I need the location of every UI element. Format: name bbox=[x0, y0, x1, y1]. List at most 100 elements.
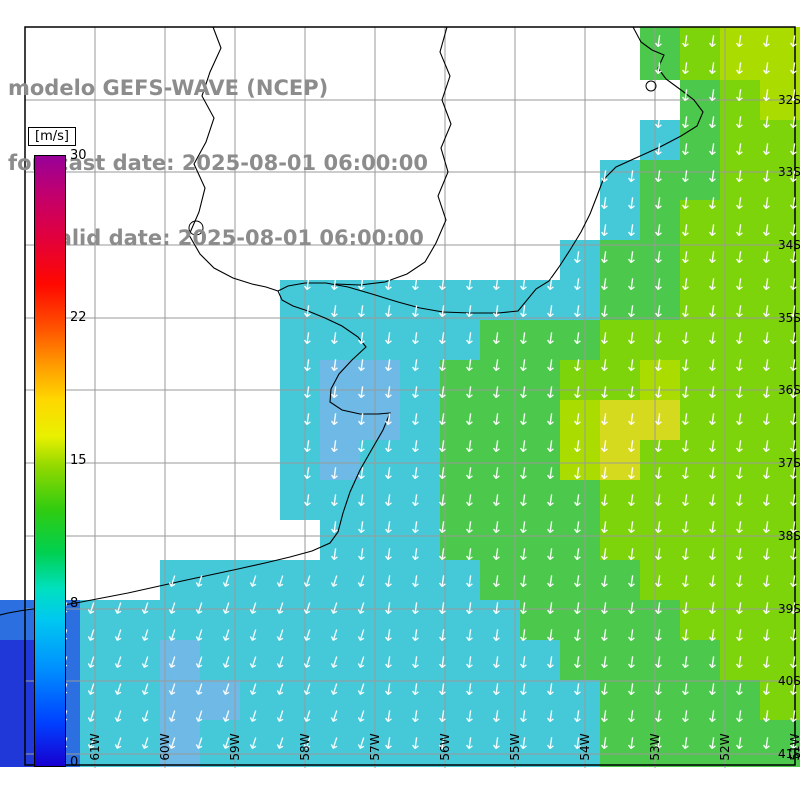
wind-arrow: ↓ bbox=[731, 166, 748, 187]
field-cell bbox=[520, 680, 560, 720]
wind-arrow: ↓ bbox=[596, 166, 613, 187]
wind-arrow: ↓ bbox=[461, 679, 478, 700]
field-cell bbox=[640, 360, 680, 400]
field-cell bbox=[720, 280, 760, 320]
wind-arrow: ↓ bbox=[569, 544, 586, 565]
wind-arrow: ↓ bbox=[380, 544, 397, 565]
wind-arrow: ↓ bbox=[569, 490, 586, 511]
wind-arrow: ↓ bbox=[515, 490, 532, 511]
wind-arrow: ↓ bbox=[704, 166, 721, 187]
field-cell bbox=[600, 560, 640, 600]
wind-arrow: ↓ bbox=[758, 517, 775, 538]
wind-arrow: ↓ bbox=[217, 597, 237, 620]
field-cell bbox=[680, 280, 720, 320]
wind-arrow: ↓ bbox=[677, 571, 694, 592]
wind-arrow: ↓ bbox=[704, 490, 721, 511]
field-cell bbox=[520, 480, 560, 520]
field-cell bbox=[400, 720, 440, 760]
wind-arrow: ↓ bbox=[488, 625, 505, 646]
field-cell bbox=[760, 440, 800, 480]
wind-arrow: ↓ bbox=[325, 732, 345, 755]
wind-arrow: ↓ bbox=[434, 625, 451, 646]
field-cell bbox=[360, 400, 400, 440]
wind-arrow: ↓ bbox=[677, 733, 694, 754]
wind-arrow: ↓ bbox=[650, 544, 667, 565]
wind-arrow: ↓ bbox=[731, 706, 748, 727]
wind-arrow: ↓ bbox=[596, 571, 613, 592]
field-cell bbox=[400, 440, 440, 480]
field-cell bbox=[280, 720, 320, 760]
field-cell bbox=[240, 680, 280, 720]
wind-arrow: ↓ bbox=[353, 301, 370, 322]
wind-arrow: ↓ bbox=[758, 31, 775, 52]
wind-arrow: ↓ bbox=[758, 139, 775, 160]
coastline bbox=[0, 26, 704, 616]
field-cell bbox=[640, 720, 680, 760]
field-cell bbox=[200, 720, 240, 760]
wind-arrow: ↓ bbox=[407, 625, 424, 646]
wind-arrow: ↓ bbox=[596, 409, 613, 430]
lon-label: 51W bbox=[788, 733, 800, 761]
wind-arrow: ↓ bbox=[163, 597, 183, 620]
field-cell bbox=[120, 720, 160, 760]
wind-arrow: ↓ bbox=[623, 598, 640, 619]
field-cell bbox=[440, 720, 480, 760]
forecast-date-line: forecast date: 2025-08-01 06:00:00 bbox=[8, 151, 428, 175]
colorbar-tick: 22 bbox=[70, 310, 87, 325]
field-cell bbox=[760, 120, 800, 160]
wind-arrow: ↓ bbox=[704, 220, 721, 241]
field-cell bbox=[640, 400, 680, 440]
field-cell bbox=[280, 480, 320, 520]
wind-arrow: ↓ bbox=[731, 58, 748, 79]
wind-arrow: ↓ bbox=[623, 328, 640, 349]
field-cell bbox=[120, 600, 160, 640]
wind-arrow: ↓ bbox=[407, 652, 424, 673]
wind-arrow: ↓ bbox=[380, 409, 397, 430]
wind-arrow: ↓ bbox=[163, 624, 183, 647]
wind-arrow: ↓ bbox=[677, 490, 694, 511]
wind-arrow: ↓ bbox=[488, 328, 505, 349]
wind-arrow: ↓ bbox=[704, 382, 721, 403]
wind-arrow: ↓ bbox=[569, 679, 586, 700]
field-cell bbox=[560, 240, 600, 280]
wind-arrow: ↓ bbox=[163, 678, 183, 701]
wind-arrow: ↓ bbox=[190, 732, 210, 755]
lon-label: 61W bbox=[88, 733, 102, 761]
wind-arrow: ↓ bbox=[596, 625, 613, 646]
wind-arrow: ↓ bbox=[353, 382, 370, 403]
field-cell bbox=[560, 400, 600, 440]
field-cell bbox=[400, 360, 440, 400]
wind-arrow: ↓ bbox=[353, 463, 370, 484]
field-cell bbox=[120, 640, 160, 680]
wind-arrow: ↓ bbox=[299, 490, 316, 511]
wind-arrow: ↓ bbox=[515, 301, 532, 322]
wind-arrow: ↓ bbox=[515, 571, 532, 592]
wind-arrow: ↓ bbox=[298, 624, 318, 647]
wind-arrow: ↓ bbox=[217, 624, 237, 647]
wind-arrow: ↓ bbox=[515, 409, 532, 430]
field-cell bbox=[520, 400, 560, 440]
wind-arrow: ↓ bbox=[325, 597, 345, 620]
wind-arrow: ↓ bbox=[785, 193, 800, 214]
wind-arrow: ↓ bbox=[434, 301, 451, 322]
wind-arrow: ↓ bbox=[352, 678, 372, 701]
wind-arrow: ↓ bbox=[731, 247, 748, 268]
wind-arrow: ↓ bbox=[542, 490, 559, 511]
wind-arrow: ↓ bbox=[650, 679, 667, 700]
wind-arrow: ↓ bbox=[596, 436, 613, 457]
lagoon-outline bbox=[188, 220, 204, 236]
wind-arrow: ↓ bbox=[434, 355, 451, 376]
wind-arrow: ↓ bbox=[596, 652, 613, 673]
wind-arrow: ↓ bbox=[704, 436, 721, 457]
wind-arrow: ↓ bbox=[785, 706, 800, 727]
wind-arrow: ↓ bbox=[623, 301, 640, 322]
field-cell bbox=[320, 360, 360, 400]
wind-arrow: ↓ bbox=[461, 571, 478, 592]
wind-arrow: ↓ bbox=[623, 193, 640, 214]
wind-arrow: ↓ bbox=[244, 570, 264, 593]
wind-arrow: ↓ bbox=[380, 463, 397, 484]
wind-arrow: ↓ bbox=[569, 355, 586, 376]
wind-arrow: ↓ bbox=[731, 112, 748, 133]
wind-arrow: ↓ bbox=[704, 571, 721, 592]
